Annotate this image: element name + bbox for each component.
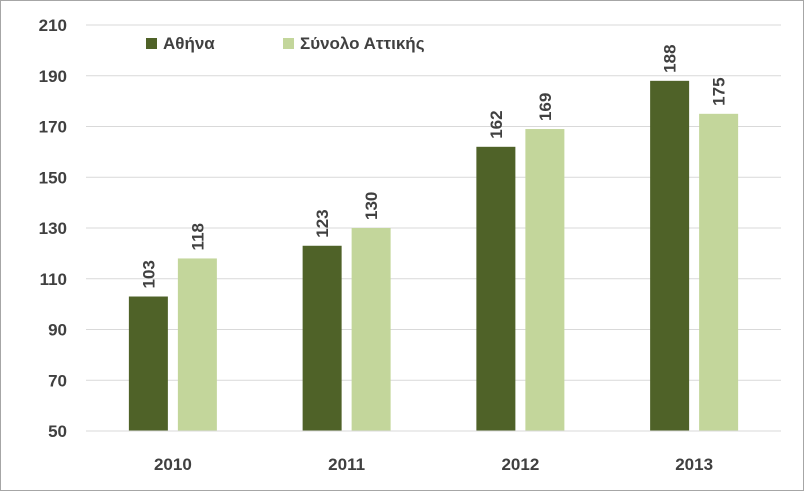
- data-label: 123: [313, 209, 332, 237]
- bar-attiki-2010: [177, 258, 217, 431]
- bar-athina-2010: [128, 296, 168, 431]
- y-axis: 50 70 90 110 130 150 170 190 210: [39, 16, 67, 441]
- x-axis: 2010 2011 2012 2013: [86, 430, 781, 474]
- y-tick-label: 90: [48, 321, 67, 340]
- legend-label: Σύνολο Αττικής: [300, 34, 425, 53]
- data-label: 118: [188, 223, 207, 250]
- bar-athina-2011: [302, 245, 342, 431]
- y-tick-label: 110: [40, 270, 67, 289]
- y-tick-label: 50: [48, 422, 67, 441]
- bar-attiki-2011: [351, 228, 391, 431]
- bars: [128, 80, 739, 432]
- y-tick-label: 150: [39, 168, 67, 187]
- data-label: 130: [362, 192, 381, 220]
- y-tick-label: 170: [39, 118, 67, 137]
- bar-attiki-2013: [699, 113, 739, 431]
- data-labels: 103 118 123 130 162 169 188 175: [139, 44, 728, 288]
- x-tick-label: 2010: [154, 455, 192, 474]
- y-tick-label: 70: [48, 371, 67, 390]
- legend-swatch: [283, 38, 294, 49]
- y-tick-label: 190: [39, 67, 67, 86]
- legend-swatch: [146, 38, 157, 49]
- data-label: 103: [139, 260, 158, 288]
- y-tick-label: 130: [39, 219, 67, 238]
- legend-label: Αθήνα: [163, 34, 215, 53]
- x-tick-label: 2012: [501, 455, 539, 474]
- bar-athina-2012: [476, 146, 516, 432]
- data-label: 169: [536, 93, 555, 121]
- x-tick-label: 2013: [675, 455, 713, 474]
- data-label: 188: [661, 44, 680, 72]
- legend: Αθήνα Σύνολο Αττικής: [146, 34, 425, 53]
- data-label: 175: [710, 77, 729, 105]
- data-label: 162: [487, 110, 506, 138]
- bar-attiki-2012: [525, 129, 565, 431]
- bar-athina-2013: [650, 80, 690, 431]
- y-tick-label: 210: [39, 16, 67, 35]
- x-tick-label: 2011: [328, 455, 365, 474]
